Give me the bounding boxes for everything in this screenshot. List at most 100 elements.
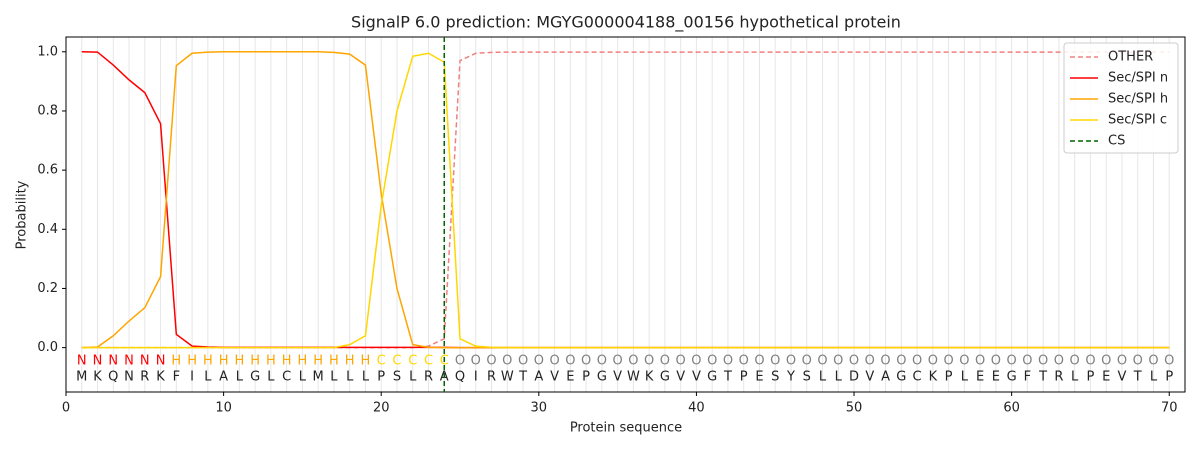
- region-label: H: [313, 353, 323, 368]
- x-tick-label: 20: [373, 401, 390, 416]
- residue: L: [819, 370, 827, 385]
- region-label: C: [408, 353, 417, 368]
- region-label: O: [644, 353, 654, 368]
- residue: L: [835, 370, 843, 385]
- region-label: O: [739, 353, 749, 368]
- residue: Q: [108, 370, 118, 385]
- region-label: O: [1070, 353, 1080, 368]
- residue: A: [219, 370, 228, 385]
- region-label: O: [817, 353, 827, 368]
- residue: L: [362, 370, 370, 385]
- residue: R: [424, 370, 433, 385]
- y-tick-label: 0.6: [37, 163, 58, 178]
- region-label: O: [660, 353, 670, 368]
- region-label: H: [171, 353, 181, 368]
- series-line: [81, 52, 1170, 349]
- region-label: O: [471, 353, 481, 368]
- region-label: O: [880, 353, 890, 368]
- region-label: O: [486, 353, 496, 368]
- region-label: O: [518, 353, 528, 368]
- residue: Y: [786, 370, 795, 385]
- region-label: H: [234, 353, 244, 368]
- region-label: O: [691, 353, 701, 368]
- region-label: O: [597, 353, 607, 368]
- y-tick-label: 0.8: [37, 103, 58, 118]
- residue: G: [896, 370, 906, 385]
- region-label: H: [329, 353, 339, 368]
- region-label: N: [108, 353, 118, 368]
- residue: P: [377, 370, 385, 385]
- region-label: C: [424, 353, 433, 368]
- residue: A: [534, 370, 543, 385]
- residue: G: [1007, 370, 1017, 385]
- residue: P: [945, 370, 953, 385]
- residue: V: [676, 370, 685, 385]
- residue: A: [881, 370, 890, 385]
- residue: V: [550, 370, 559, 385]
- region-label: N: [140, 353, 150, 368]
- residue: M: [313, 370, 324, 385]
- residue: L: [961, 370, 969, 385]
- region-label: O: [1007, 353, 1017, 368]
- residue: K: [156, 370, 165, 385]
- residue: G: [597, 370, 607, 385]
- residue: C: [913, 370, 922, 385]
- residue: L: [346, 370, 354, 385]
- region-label: O: [928, 353, 938, 368]
- region-label: O: [1101, 353, 1111, 368]
- y-axis-label: Probability: [15, 180, 30, 249]
- plot-frame: [65, 36, 1186, 393]
- residue: W: [501, 370, 514, 385]
- residue: K: [645, 370, 654, 385]
- region-label: O: [565, 353, 575, 368]
- series-line: [81, 51, 1170, 349]
- residue: S: [393, 370, 401, 385]
- residue: T: [1038, 370, 1047, 385]
- residue: L: [330, 370, 338, 385]
- region-label: O: [1038, 353, 1048, 368]
- residue: R: [1054, 370, 1063, 385]
- y-tick-label: 1.0: [37, 44, 58, 59]
- residue: E: [566, 370, 574, 385]
- region-label: H: [219, 353, 229, 368]
- residue: S: [803, 370, 811, 385]
- residue: I: [190, 370, 194, 385]
- residue: L: [236, 370, 244, 385]
- residue: M: [76, 370, 87, 385]
- y-tick-label: 0.0: [37, 340, 58, 355]
- residue: V: [692, 370, 701, 385]
- region-label: O: [1164, 353, 1174, 368]
- residue: S: [771, 370, 779, 385]
- region-label: O: [943, 353, 953, 368]
- x-axis-label: Protein sequence: [570, 421, 682, 436]
- residue: E: [755, 370, 763, 385]
- legend-label: OTHER: [1108, 50, 1153, 65]
- residue: P: [582, 370, 590, 385]
- chart-title: SignalP 6.0 prediction: MGYG000004188_00…: [351, 13, 901, 33]
- residue: F: [1024, 370, 1031, 385]
- region-label: O: [991, 353, 1001, 368]
- region-label: H: [250, 353, 260, 368]
- region-label: O: [802, 353, 812, 368]
- region-label: C: [377, 353, 386, 368]
- legend-label: Sec/SPI c: [1108, 113, 1167, 128]
- y-tick-label: 0.2: [37, 281, 58, 296]
- region-label: O: [912, 353, 922, 368]
- residue: E: [976, 370, 984, 385]
- residue: D: [849, 370, 859, 385]
- residue: L: [267, 370, 275, 385]
- residue: R: [487, 370, 496, 385]
- region-label: H: [298, 353, 308, 368]
- region-label: O: [581, 353, 591, 368]
- residue: V: [865, 370, 874, 385]
- region-label: O: [1148, 353, 1158, 368]
- region-label: O: [786, 353, 796, 368]
- region-label: H: [266, 353, 276, 368]
- residue: K: [929, 370, 938, 385]
- residue: P: [1165, 370, 1173, 385]
- region-label: O: [770, 353, 780, 368]
- region-label: O: [628, 353, 638, 368]
- series-line: [81, 51, 1170, 349]
- residue: P: [1087, 370, 1095, 385]
